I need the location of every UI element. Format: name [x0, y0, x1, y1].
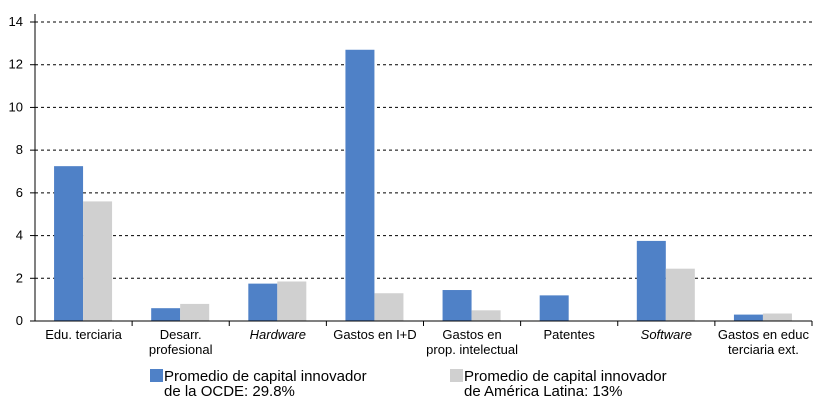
bar	[345, 49, 375, 322]
bar	[442, 290, 472, 321]
x-tick-label: Gastos en I+D	[333, 327, 416, 342]
legend-swatch	[150, 369, 163, 382]
x-tick-label: Software	[641, 327, 692, 342]
y-tick-label: 4	[16, 228, 23, 243]
y-tick-label: 6	[16, 185, 23, 200]
legend-swatch	[450, 369, 463, 382]
bar	[665, 268, 695, 321]
y-tick-label: 10	[9, 99, 23, 114]
x-tick-label: Gastos en educ terciaria ext.	[718, 327, 810, 357]
y-tick-label: 0	[16, 313, 23, 328]
bar	[180, 303, 210, 321]
bar	[733, 314, 763, 321]
y-tick-label: 2	[16, 270, 23, 285]
x-tick-label: Gastos en prop. intelectual	[426, 327, 518, 357]
y-tick-label: 14	[9, 14, 23, 29]
legend-label: Promedio de capital innovador de la OCDE:…	[164, 368, 367, 400]
x-tick-label: Edu. terciaria	[45, 327, 122, 342]
legend-label: Promedio de capital innovador de América …	[464, 368, 667, 400]
y-tick-label: 8	[16, 142, 23, 157]
x-tick-label: Hardware	[250, 327, 306, 342]
bar	[762, 313, 792, 321]
bar	[277, 281, 307, 321]
x-tick-label: Desarr. profesional	[149, 327, 213, 357]
bar	[636, 240, 666, 321]
bar	[151, 308, 181, 321]
x-tick-label: Patentes	[544, 327, 596, 342]
bar	[374, 293, 404, 321]
bar	[54, 166, 84, 321]
bar	[83, 201, 113, 321]
bar	[471, 310, 501, 321]
bar	[539, 295, 569, 321]
y-tick-label: 12	[9, 57, 23, 72]
bar	[248, 283, 278, 321]
